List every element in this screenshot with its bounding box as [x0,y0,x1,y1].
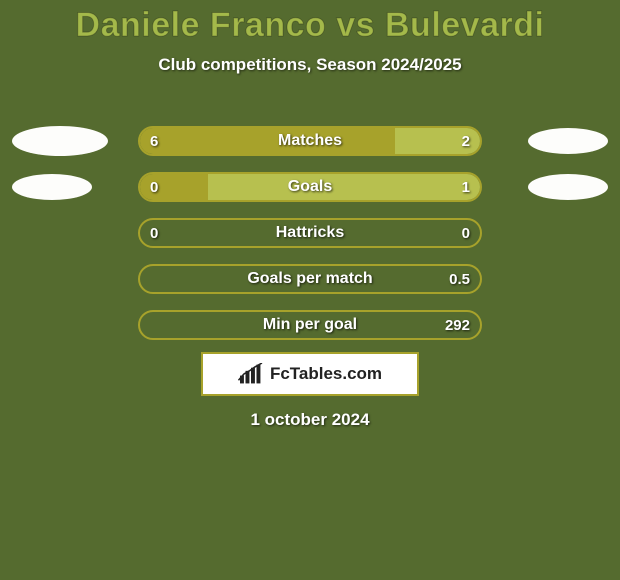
stat-label: Hattricks [140,220,480,246]
stat-bar: 292Min per goal [138,310,482,340]
stat-row: 62Matches [0,118,620,164]
page-subtitle: Club competitions, Season 2024/2025 [0,55,620,75]
team-badge-left [12,126,108,156]
stat-rows: 62Matches 01Goals 0 0Hattricks 0.5Goals per … [0,118,620,348]
bar-chart-icon [238,363,264,385]
date-line: 1 october 2024 [0,410,620,430]
team-badge-left [12,174,92,200]
team-badge-right [528,128,608,154]
stat-value-right: 0.5 [449,266,470,292]
stat-bar-fill-right [208,174,480,200]
comparison-infographic: Daniele Franco vs Bulevardi Club competi… [0,0,620,580]
branding-badge: FcTables.com [201,352,419,396]
stat-row: 0.5Goals per match [0,256,620,302]
stat-value-left: 0 [150,220,158,246]
stat-bar-fill-right [395,128,480,154]
stat-value-right: 292 [445,312,470,338]
stat-bar-fill-left [140,174,208,200]
stat-row: 0 0Hattricks [0,210,620,256]
stat-bar-fill-left [140,128,395,154]
stat-bar: 0 0Hattricks [138,218,482,248]
branding-text: FcTables.com [270,364,382,384]
page-title: Daniele Franco vs Bulevardi [0,0,620,45]
stat-row: 01Goals [0,164,620,210]
stat-label: Min per goal [140,312,480,338]
stat-bar: 62Matches [138,126,482,156]
stat-bar: 01Goals [138,172,482,202]
stat-row: 292Min per goal [0,302,620,348]
team-badge-right [528,174,608,200]
stat-value-right: 0 [462,220,470,246]
stat-label: Goals per match [140,266,480,292]
stat-bar: 0.5Goals per match [138,264,482,294]
